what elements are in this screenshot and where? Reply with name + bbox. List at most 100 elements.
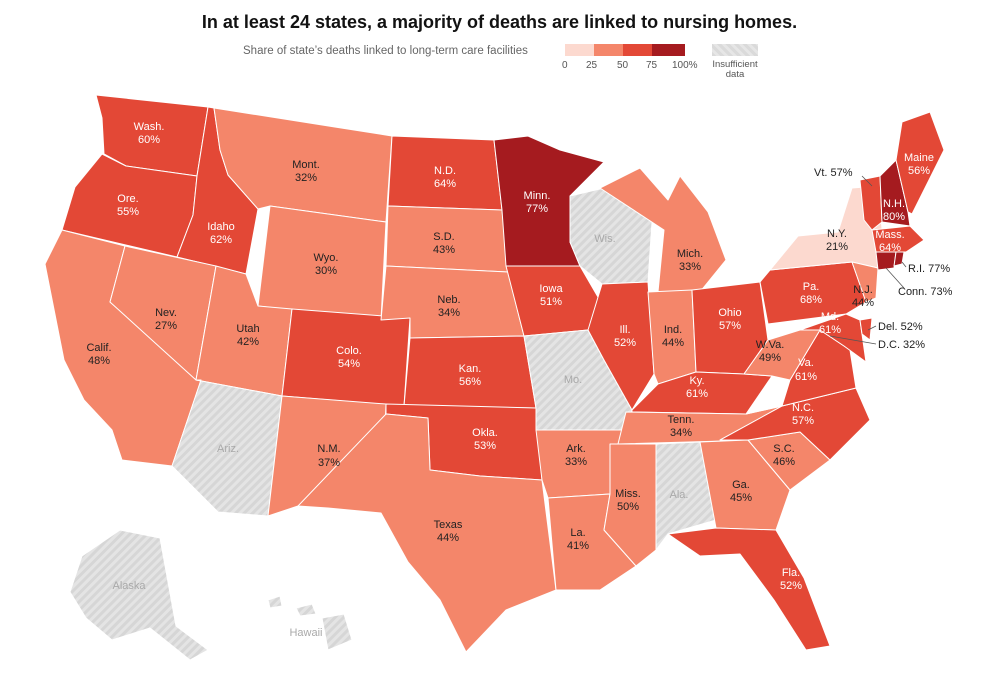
label-la-value: 41% [567, 540, 589, 552]
legend-tick-25: 25 [586, 60, 598, 71]
label-ga-name: Ga. [732, 479, 750, 491]
label-or-name: Ore. [117, 193, 138, 205]
label-sd-name: S.D. [433, 231, 454, 243]
legend-swatch-50-75 [623, 44, 652, 56]
state-al[interactable] [655, 441, 717, 551]
legend-tick-75: 75 [646, 60, 658, 71]
label-ca-value: 48% [88, 355, 110, 367]
label-mo-name: Mo. [564, 374, 582, 386]
label-mn-value: 77% [526, 203, 548, 215]
legend-tick-100: 100% [672, 60, 698, 71]
label-ky-value: 61% [686, 388, 708, 400]
state-de[interactable] [859, 317, 873, 341]
label-ok-value: 53% [474, 440, 496, 452]
label-id-value: 62% [210, 234, 232, 246]
label-mt-value: 32% [295, 172, 317, 184]
label-il-value: 52% [614, 337, 636, 349]
label-md-name: Md. [821, 311, 839, 323]
state-nh[interactable] [879, 159, 911, 227]
label-co-name: Colo. [336, 345, 362, 357]
label-nd-value: 64% [434, 178, 456, 190]
label-pa-name: Pa. [803, 281, 820, 293]
label-md-value: 61% [819, 324, 841, 336]
label-me-name: Maine [904, 152, 934, 164]
label-ok-name: Okla. [472, 427, 498, 439]
label-ks-value: 56% [459, 376, 481, 388]
label-wa-name: Wash. [134, 121, 165, 133]
label-va-value: 61% [795, 371, 817, 383]
label-la-name: La. [570, 527, 585, 539]
label-nv-value: 27% [155, 320, 177, 332]
legend-caption: Share of state’s deaths linked to long-t… [243, 45, 528, 57]
label-ia-name: Iowa [539, 283, 563, 295]
legend-swatch-75-100 [652, 44, 685, 56]
label-hi-name: Hawaii [289, 627, 322, 639]
state-hi-1[interactable] [267, 595, 283, 609]
label-fl-value: 52% [780, 580, 802, 592]
label-mn-name: Minn. [524, 190, 551, 202]
label-fl-name: Fla. [782, 567, 800, 579]
label-az-name: Ariz. [217, 443, 239, 455]
label-nm-name: N.M. [317, 443, 340, 455]
label-nj-name: N.J. [853, 284, 873, 296]
state-nj[interactable] [851, 261, 879, 303]
label-ak-name: Alaska [112, 580, 146, 592]
legend-swatch-25-50 [594, 44, 623, 56]
label-ia-value: 51% [540, 296, 562, 308]
label-ri: R.I. 77% [908, 263, 950, 275]
label-wv-name: W.Va. [756, 339, 785, 351]
label-sd-value: 43% [433, 244, 455, 256]
legend-swatch-insufficient [712, 44, 758, 56]
label-wi-name: Wis. [594, 233, 615, 245]
leader-vt [861, 175, 873, 187]
label-mt-name: Mont. [292, 159, 320, 171]
leader-de [867, 325, 877, 331]
state-me[interactable] [895, 111, 945, 215]
state-pa[interactable] [759, 261, 867, 325]
label-wy-name: Wyo. [314, 252, 339, 264]
leader-ri [901, 261, 907, 268]
label-mi-value: 33% [679, 261, 701, 273]
label-wa-value: 60% [138, 134, 160, 146]
state-md[interactable] [799, 313, 867, 363]
label-vt: Vt. 57% [814, 167, 853, 179]
label-ne-value: 34% [438, 307, 460, 319]
state-vt[interactable] [859, 175, 883, 231]
label-ma-name: Mass. [875, 229, 904, 241]
label-il-name: Ill. [620, 324, 631, 336]
state-hi-3[interactable] [321, 613, 353, 651]
state-ak[interactable] [69, 529, 209, 661]
label-ar-name: Ark. [566, 443, 586, 455]
label-nj-value: 44% [852, 297, 874, 309]
legend-swatch-0-25 [565, 44, 594, 56]
label-dc: D.C. 32% [878, 339, 925, 351]
state-ri[interactable] [893, 251, 905, 267]
label-nc-name: N.C. [792, 402, 814, 414]
label-nv-name: Nev. [155, 307, 177, 319]
legend-insufficient-label: Insufficient data [702, 60, 768, 80]
label-nh-value: 80% [883, 211, 905, 223]
label-ma-value: 64% [879, 242, 901, 254]
state-fl[interactable] [667, 527, 831, 651]
label-or-value: 55% [117, 206, 139, 218]
state-tx[interactable] [297, 413, 557, 653]
label-wv-value: 49% [759, 352, 781, 364]
label-nm-value: 37% [318, 457, 340, 469]
state-mi[interactable] [599, 167, 727, 293]
state-hi-2[interactable] [295, 603, 317, 617]
legend-insufficient-line-1: Insufficient [712, 59, 758, 70]
label-va-name: Va. [798, 357, 814, 369]
label-nh-name: N.H. [883, 198, 905, 210]
label-in-name: Ind. [664, 324, 682, 336]
leader-ct [885, 267, 905, 289]
label-oh-value: 57% [719, 320, 741, 332]
map-title: In at least 24 states, a majority of dea… [201, 12, 798, 32]
label-ms-value: 50% [617, 501, 639, 513]
label-tx-name: Texas [434, 519, 463, 531]
label-pa-value: 68% [800, 294, 822, 306]
state-ma[interactable] [871, 225, 925, 253]
legend-insufficient-line-2: data [725, 69, 745, 80]
state-ct[interactable] [875, 251, 897, 271]
label-ky-name: Ky. [689, 375, 704, 387]
